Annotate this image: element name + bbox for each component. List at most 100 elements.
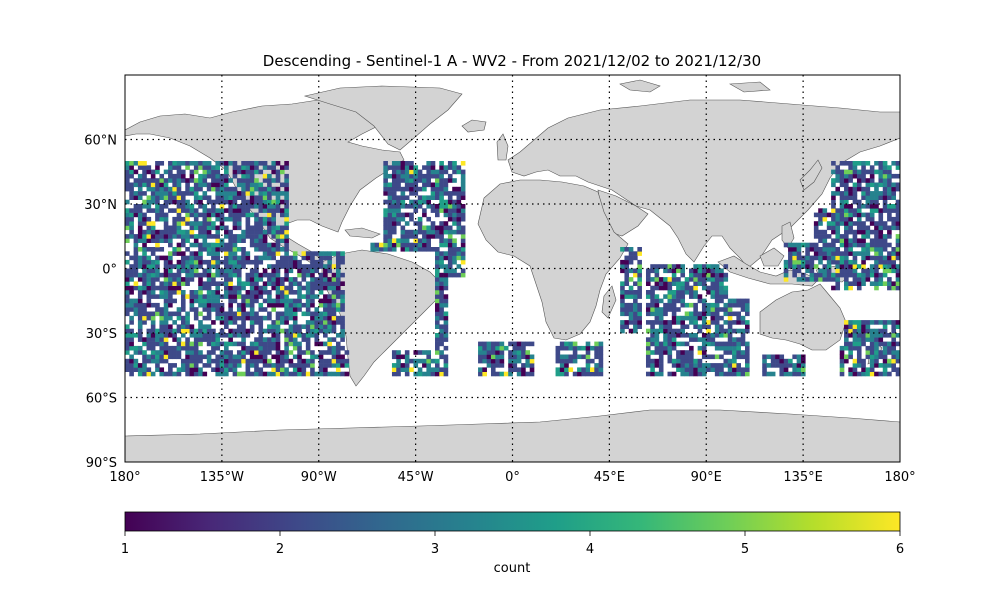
- heat-cell: [314, 251, 320, 256]
- heat-cell: [874, 259, 879, 265]
- heat-cell: [654, 302, 660, 308]
- heat-cell: [887, 234, 892, 239]
- heat-cell: [856, 182, 862, 188]
- heat-cell: [701, 337, 707, 342]
- heat-cell: [400, 199, 406, 205]
- heat-cell: [848, 272, 853, 278]
- heat-cell: [249, 345, 255, 351]
- heat-cell: [478, 350, 483, 355]
- heat-cell: [224, 345, 229, 351]
- heat-cell: [176, 208, 182, 213]
- heat-cell: [878, 191, 884, 196]
- heat-cell: [439, 225, 444, 231]
- heat-cell: [155, 238, 160, 243]
- heat-cell: [146, 333, 152, 338]
- heat-cell: [693, 358, 698, 364]
- heat-cell: [301, 371, 307, 377]
- heat-cell: [168, 195, 173, 200]
- heat-cell: [310, 302, 315, 308]
- heat-cell: [383, 225, 388, 231]
- heat-cell: [435, 311, 440, 317]
- heat-cell: [280, 229, 285, 235]
- heat-cell: [848, 216, 853, 222]
- heat-cell: [874, 328, 879, 334]
- heat-cell: [228, 204, 233, 209]
- heat-cell: [727, 333, 733, 338]
- heat-cell: [236, 294, 242, 299]
- heat-cell: [241, 311, 246, 317]
- heat-cell: [236, 204, 242, 209]
- heat-cell: [198, 195, 203, 200]
- heat-cell: [430, 195, 436, 200]
- heat-cell: [435, 229, 440, 235]
- heat-cell: [198, 173, 203, 179]
- heat-cell: [211, 199, 216, 205]
- heat-cell: [736, 315, 741, 321]
- heat-cell: [882, 225, 888, 231]
- heat-cell: [689, 311, 694, 317]
- heat-cell: [452, 272, 457, 278]
- heat-cell: [228, 311, 233, 317]
- heat-cell: [443, 255, 449, 261]
- heat-cell: [172, 290, 177, 295]
- heat-cell: [770, 371, 776, 377]
- heat-cell: [163, 199, 169, 205]
- heat-cell: [826, 264, 832, 269]
- heat-cell: [628, 290, 634, 295]
- heat-cell: [663, 328, 668, 334]
- heat-cell: [180, 169, 186, 175]
- heat-cell: [159, 229, 165, 235]
- heat-cell: [275, 350, 281, 355]
- heat-cell: [224, 341, 229, 347]
- heat-cell: [396, 238, 401, 243]
- heat-cell: [727, 315, 733, 321]
- heat-cell: [456, 225, 462, 231]
- heat-cell: [844, 277, 849, 282]
- heat-cell: [805, 251, 810, 256]
- heat-cell: [137, 186, 143, 192]
- heat-cell: [650, 341, 655, 347]
- heat-cell: [844, 255, 849, 261]
- heat-cell: [813, 255, 819, 261]
- heat-cell: [275, 333, 281, 338]
- heat-cell: [529, 371, 535, 377]
- heat-cell: [447, 195, 453, 200]
- heat-cell: [667, 328, 673, 334]
- heat-cell: [895, 268, 900, 274]
- heat-cell: [559, 367, 565, 372]
- heat-cell: [478, 354, 483, 360]
- heat-cell: [813, 229, 819, 235]
- heat-cell: [280, 350, 285, 355]
- heat-cell: [150, 251, 156, 256]
- heat-cell: [133, 182, 139, 188]
- heat-cell: [770, 363, 776, 368]
- heat-cell: [335, 350, 341, 355]
- heat-cell: [732, 367, 737, 372]
- heat-cell: [645, 277, 651, 282]
- heat-cell: [232, 311, 238, 317]
- heat-cell: [292, 255, 298, 261]
- heat-cell: [874, 255, 879, 261]
- heat-cell: [391, 229, 397, 235]
- heat-cell: [628, 285, 634, 291]
- heat-cell: [693, 294, 698, 299]
- heat-cell: [125, 358, 130, 364]
- heat-cell: [271, 242, 276, 248]
- heat-cell: [667, 358, 673, 364]
- heat-cell: [887, 225, 892, 231]
- heat-cell: [426, 229, 431, 235]
- heat-cell: [839, 169, 845, 175]
- heat-cell: [723, 277, 729, 282]
- heat-cell: [895, 285, 900, 291]
- heat-cell: [275, 161, 281, 166]
- heat-cell: [163, 285, 169, 291]
- heat-cell: [701, 285, 707, 291]
- heat-cell: [869, 216, 875, 222]
- heat-cell: [887, 173, 892, 179]
- heat-cell: [159, 212, 165, 218]
- heat-cell: [391, 367, 397, 372]
- heat-cell: [676, 277, 681, 282]
- heat-cell: [146, 195, 152, 200]
- heat-cell: [198, 311, 203, 317]
- heat-cell: [301, 255, 307, 261]
